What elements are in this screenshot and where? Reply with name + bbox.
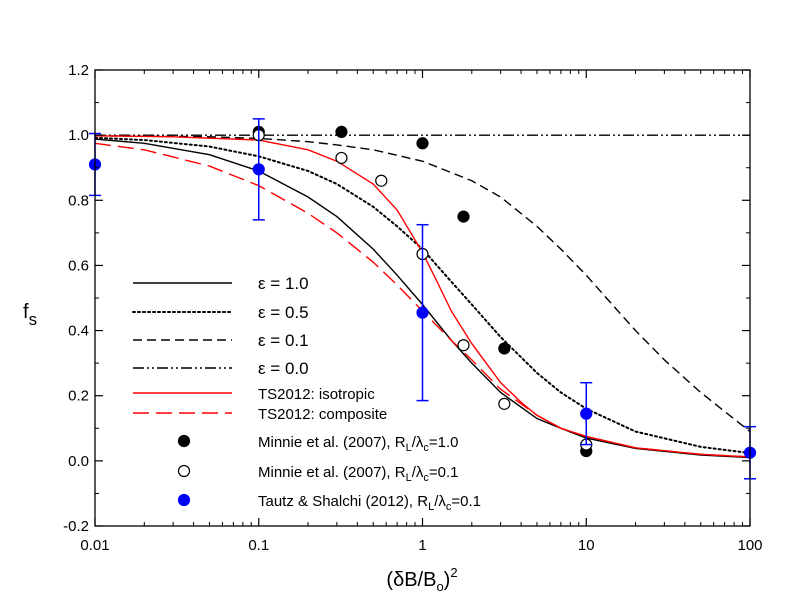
data-point-8: [252, 163, 265, 176]
x-axis-title-sup: 2: [450, 565, 457, 580]
legend-swatch-7: [177, 464, 191, 478]
x-tick-label: 1: [418, 537, 426, 554]
ticks-layer: 0.01 0.1 1 10 100 -0.2 0.0 0.2 0.4 0.6 0.8 1.0 1.2: [63, 62, 762, 554]
x-axis-title-sub: o: [436, 579, 443, 594]
legend-swatch-6: [177, 434, 191, 448]
y-tick-label: 0.2: [68, 388, 89, 405]
legend-label-3: ε = 0.0: [258, 359, 309, 378]
legend-swatch-8: [177, 493, 191, 507]
legend-label-0: ε = 1.0: [258, 274, 309, 293]
data-point-7: [375, 174, 388, 187]
x-axis-title-close: ): [444, 569, 451, 591]
legend-label-7: Minnie et al. (2007), RL/λc=0.1: [258, 464, 459, 484]
series-line-2: [95, 135, 750, 433]
y-axis-title-main: f: [23, 301, 29, 323]
data-point-8: [580, 407, 593, 420]
x-axis-title-base: (δB/B: [386, 569, 436, 591]
markers-layer: [88, 118, 757, 480]
y-tick-label: 1.0: [68, 127, 89, 144]
legend-label-6: Minnie et al. (2007), RL/λc=1.0: [258, 434, 459, 454]
data-point-7: [457, 339, 470, 352]
data-point-8: [416, 306, 429, 319]
x-tick-label: 0.1: [248, 537, 269, 554]
data-point-6: [335, 125, 348, 138]
y-axis-title-sub: s: [29, 310, 38, 329]
legend-label-5: TS2012: composite: [258, 406, 387, 423]
plot-area: [88, 69, 757, 527]
y-axis-title: fs: [23, 301, 37, 329]
y-tick-label: 0.6: [68, 257, 89, 274]
y-tick-label: 1.2: [68, 62, 89, 79]
x-tick-label: 100: [737, 537, 762, 554]
legend-label-4: TS2012: isotropic: [258, 386, 375, 403]
legend-label-8: Tautz & Shalchi (2012), RL/λc=0.1: [258, 493, 481, 513]
y-tick-label: 0.4: [68, 323, 89, 340]
y-tick-label: 0.0: [68, 453, 89, 470]
data-point-6: [457, 210, 470, 223]
legend-label-1: ε = 0.5: [258, 303, 309, 322]
legend-label-2: ε = 0.1: [258, 331, 309, 350]
x-tick-label: 10: [578, 537, 595, 554]
series-line-0: [95, 138, 750, 459]
data-point-7: [335, 151, 348, 165]
data-point-6: [416, 137, 429, 150]
legend: ε = 1.0 ε = 0.5 ε = 0.1 ε = 0.0 TS2012: isot…: [132, 274, 481, 513]
y-tick-label: 0.8: [68, 192, 89, 209]
series-line-5: [95, 142, 750, 458]
series-line-1: [95, 136, 750, 455]
x-tick-label: 0.01: [80, 537, 109, 554]
x-axis-title: (δB/Bo)2: [386, 565, 457, 594]
y-tick-label: -0.2: [63, 518, 89, 535]
data-point-7: [498, 397, 511, 410]
data-point-6: [498, 342, 511, 355]
